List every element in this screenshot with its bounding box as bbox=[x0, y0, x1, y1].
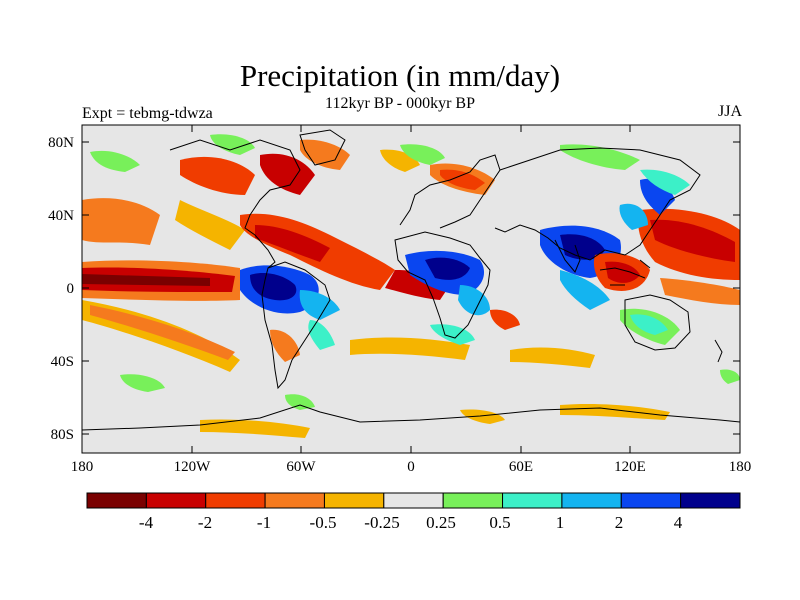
precip-anomaly-fields bbox=[82, 134, 740, 438]
antarctica-coast bbox=[82, 404, 740, 431]
colorbar bbox=[86, 492, 741, 509]
colorbar-swatch bbox=[323, 492, 385, 509]
india-coast bbox=[554, 239, 581, 273]
colorbar-swatch bbox=[264, 492, 325, 509]
asia-coast bbox=[494, 147, 701, 261]
coastlines bbox=[82, 129, 740, 431]
colorbar-label: 0.5 bbox=[489, 513, 510, 532]
lat-tick-label: 40N bbox=[48, 208, 74, 224]
colorbar-label: -1 bbox=[257, 513, 271, 532]
experiment-label: Expt = tebmg-tdwza bbox=[82, 105, 213, 122]
africa-coast bbox=[394, 231, 491, 339]
colorbar-swatch bbox=[502, 492, 563, 509]
colorbar-swatch bbox=[383, 492, 444, 509]
colorbar-swatch bbox=[86, 492, 147, 509]
colorbar-label: 0.25 bbox=[426, 513, 456, 532]
colorbar-swatch bbox=[205, 492, 266, 509]
colorbar-label: 2 bbox=[615, 513, 624, 532]
colorbar-swatch bbox=[145, 492, 207, 509]
colorbar-swatch bbox=[620, 492, 682, 509]
lon-tick-label: 180 bbox=[71, 459, 94, 475]
lat-tick-label: 80N bbox=[48, 135, 74, 151]
lon-tick-label: 60E bbox=[509, 459, 533, 475]
europe-coast bbox=[399, 154, 501, 229]
south-america-coast bbox=[261, 261, 331, 390]
map-title: Precipitation (in mm/day) bbox=[239, 58, 561, 93]
maritime-continent-coast bbox=[599, 259, 651, 286]
longitude-axis bbox=[81, 125, 741, 453]
colorbar-label: -2 bbox=[198, 513, 212, 532]
lon-tick-label: 0 bbox=[407, 459, 415, 475]
colorbar-label: 4 bbox=[674, 513, 683, 532]
colorbar-swatch bbox=[680, 492, 741, 509]
lon-tick-label: 60W bbox=[286, 459, 316, 475]
latitude-axis bbox=[82, 141, 740, 435]
australia-coast bbox=[624, 294, 691, 351]
colorbar-label: -0.25 bbox=[364, 513, 399, 532]
north-america-coast bbox=[169, 139, 301, 269]
lat-tick-label: 40S bbox=[51, 354, 74, 370]
lat-tick-label: 0 bbox=[67, 281, 75, 297]
lon-tick-label: 120W bbox=[174, 459, 212, 475]
colorbar-label: -0.5 bbox=[310, 513, 337, 532]
map-subtitle: 112kyr BP - 000kyr BP bbox=[325, 95, 475, 112]
colorbar-swatch bbox=[442, 492, 504, 509]
new-zealand-coast bbox=[714, 339, 723, 363]
map-panel bbox=[82, 125, 740, 453]
lon-tick-label: 120E bbox=[614, 459, 646, 475]
lat-tick-label: 80S bbox=[51, 427, 74, 443]
season-label: JJA bbox=[717, 103, 742, 120]
lon-tick-label: 180 bbox=[729, 459, 752, 475]
colorbar-label: 1 bbox=[556, 513, 565, 532]
colorbar-label: -4 bbox=[139, 513, 154, 532]
colorbar-swatch bbox=[561, 492, 622, 509]
greenland-coast bbox=[299, 129, 346, 166]
